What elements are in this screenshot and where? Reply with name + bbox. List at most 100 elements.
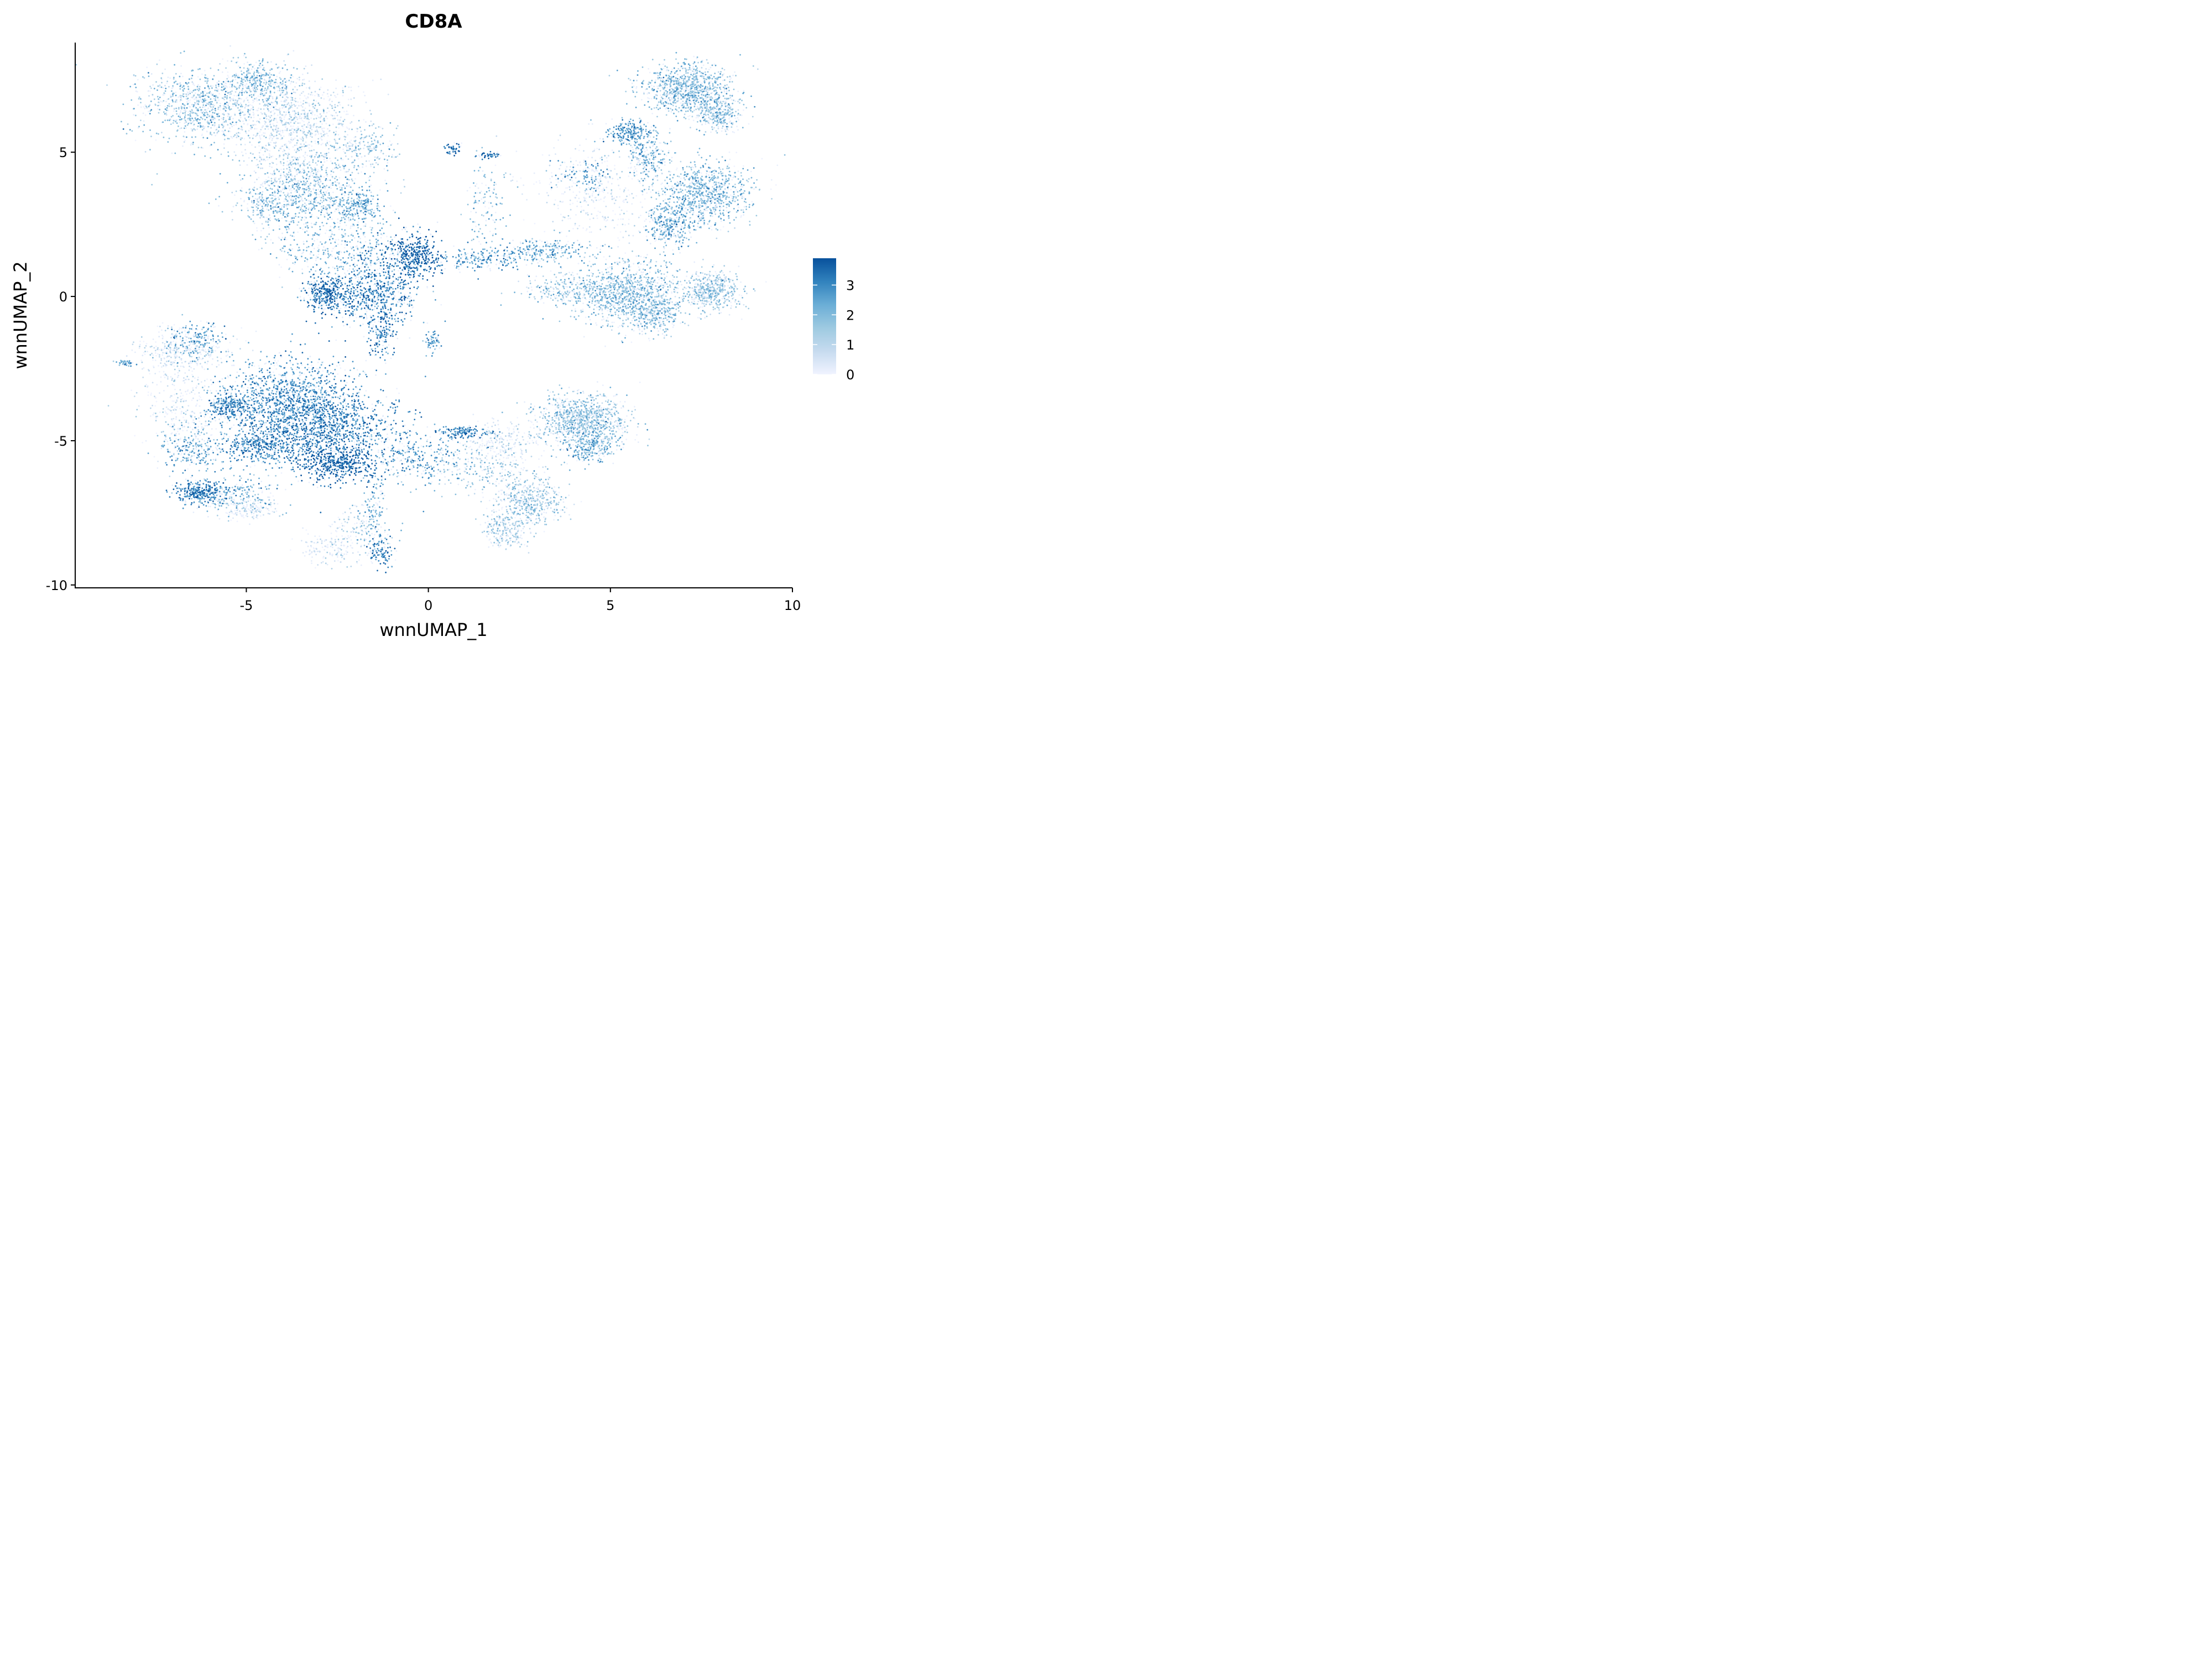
cell-point [358,276,359,278]
cell-point [345,225,347,226]
cell-point [665,240,667,242]
cell-point [349,326,351,328]
cell-point [523,251,525,253]
cell-point [181,497,184,498]
cell-point [326,112,328,114]
cell-point [647,97,649,99]
cell-point [222,58,224,60]
cell-point [333,279,335,281]
cell-point [268,509,270,512]
cell-point [317,169,319,171]
cell-point [723,89,725,91]
cell-point [417,273,419,275]
cell-point [286,164,288,166]
cell-point [356,562,358,564]
cell-point [284,116,285,118]
cell-point [531,249,533,252]
cell-point [661,160,664,163]
cell-point [234,380,236,383]
cell-point [481,440,483,442]
cell-point [245,340,247,342]
cell-point [204,368,206,371]
cell-point [572,202,574,205]
cell-point [193,98,195,101]
cell-point [679,224,681,226]
cell-point [567,177,569,179]
cell-point [544,231,546,233]
cell-point [239,132,241,134]
cell-point [347,449,348,451]
cell-point [545,432,547,434]
cell-point [606,304,607,306]
cell-point [514,446,516,447]
cell-point [397,312,399,314]
cell-point [361,266,362,268]
cell-point [719,229,722,231]
cell-point [236,106,237,108]
cell-point [638,266,640,268]
cell-point [300,101,302,103]
cell-point [368,176,370,179]
cell-point [626,415,628,417]
cell-point [206,378,208,380]
cell-point [161,354,164,356]
cell-point [337,134,340,136]
cell-point [247,207,248,209]
cell-point [331,255,333,257]
cell-point [398,448,399,451]
cell-point [587,156,589,158]
cell-point [231,512,233,514]
cell-point [142,442,143,444]
cell-point [198,338,200,341]
cell-point [161,335,163,336]
cell-point [723,73,725,75]
cell-point [293,155,295,158]
cell-point [624,141,625,143]
cell-point [708,100,711,102]
cell-point [192,349,195,351]
cell-point [649,159,651,161]
cell-point [180,453,182,456]
cell-point [310,207,312,210]
cell-point [697,117,699,118]
cell-point [577,425,578,427]
cell-point [196,508,199,509]
cell-point [482,463,483,466]
cell-point [636,271,638,273]
cell-point [319,535,321,538]
cell-point [453,153,455,155]
cell-point [247,508,249,510]
cell-point [264,363,266,365]
cell-point [154,405,156,407]
cell-point [336,424,338,426]
cell-point [691,200,693,202]
cell-point [301,268,303,270]
cell-point [512,261,514,263]
cell-point [634,439,637,441]
cell-point [361,433,362,435]
cell-point [350,246,352,248]
cell-point [302,228,304,230]
cell-point [390,205,392,207]
cell-point [659,305,661,307]
cell-point [215,499,217,501]
cell-point [186,390,189,392]
cell-point [356,276,358,278]
cell-point [239,392,241,393]
cell-point [619,279,621,281]
cell-point [635,170,638,172]
cell-point [534,405,535,408]
cell-point [354,152,357,154]
cell-point [258,107,259,109]
cell-point [477,192,479,194]
cell-point [273,364,275,367]
cell-point [343,208,345,210]
cell-point [280,266,282,268]
cell-point [533,424,534,426]
cell-point [628,218,630,221]
cell-point [249,490,251,492]
cell-point [291,538,293,540]
cell-point [257,506,259,508]
cell-point [487,452,489,455]
cell-point [247,123,249,125]
